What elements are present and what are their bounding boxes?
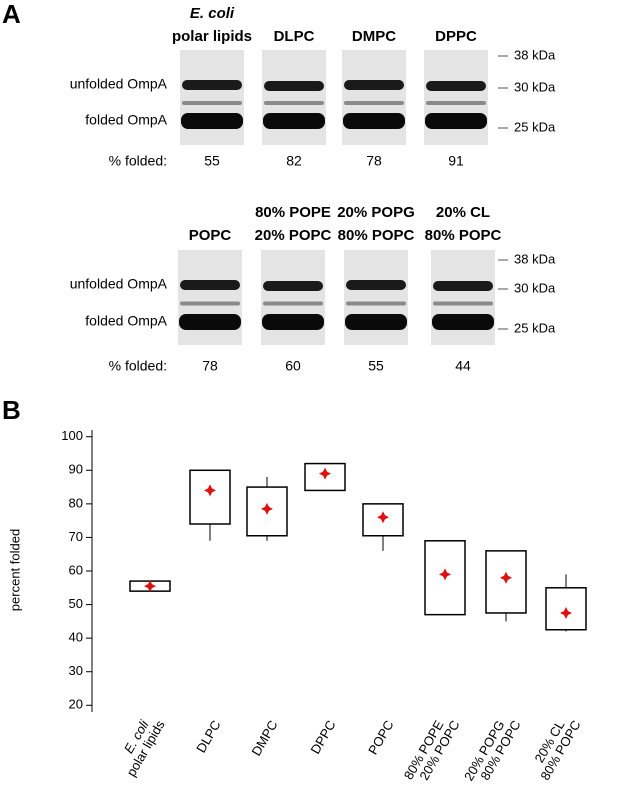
gel-lane (342, 50, 406, 145)
mean-marker (439, 568, 451, 581)
lane-header: DMPC (352, 28, 396, 45)
lane-header: 80% POPC (425, 227, 502, 244)
mean-marker (377, 511, 389, 524)
band-unfolded (426, 81, 486, 91)
gel-lane (262, 50, 326, 145)
band-label: folded OmpA (85, 313, 167, 329)
gel-lane (180, 50, 244, 145)
percent-folded: 78 (366, 153, 382, 169)
band-minor (263, 301, 323, 306)
percent-folded: 82 (286, 153, 302, 169)
band-minor (182, 101, 242, 105)
mean-marker (560, 606, 572, 619)
lane-header: E. coli (190, 5, 235, 22)
box (424, 540, 466, 616)
band-folded (432, 314, 494, 330)
y-tick-label: 80 (69, 495, 83, 510)
marker-label: 38 kDa (514, 251, 556, 266)
lane-header: 80% POPC (338, 227, 415, 244)
band-folded (343, 113, 405, 129)
lane-header: 20% CL (436, 204, 490, 221)
gel-lane (261, 250, 325, 345)
percent-folded: 55 (204, 153, 220, 169)
percent-folded: 55 (368, 358, 384, 374)
y-tick-label: 20 (69, 697, 83, 712)
y-tick-label: 40 (69, 630, 83, 645)
x-tick-label: POPC (365, 718, 396, 757)
lane-header: DPPC (435, 28, 477, 45)
percent-folded: 60 (285, 358, 301, 374)
mean-marker (319, 467, 331, 480)
x-tick-label: DLPC (193, 718, 223, 756)
gel-lane (178, 250, 242, 345)
marker-label: 38 kDa (514, 47, 556, 62)
y-tick-label: 30 (69, 663, 83, 678)
band-minor (344, 101, 404, 105)
band-folded (345, 314, 407, 330)
box (362, 503, 404, 537)
percent-folded: 91 (448, 153, 464, 169)
band-folded (425, 113, 487, 129)
band-minor (346, 301, 406, 306)
band-folded (181, 113, 243, 129)
band-minor (433, 301, 493, 306)
marker-label: 25 kDa (514, 119, 556, 134)
band-unfolded (346, 280, 406, 290)
band-minor (264, 101, 324, 105)
box (189, 469, 231, 525)
lane-header: polar lipids (172, 28, 252, 45)
band-minor (426, 101, 486, 105)
gel-lane (344, 250, 408, 345)
box (246, 486, 288, 537)
gel-lane (431, 250, 495, 345)
y-tick-label: 50 (69, 596, 83, 611)
band-label: folded OmpA (85, 112, 167, 128)
gel-lane (424, 50, 488, 145)
band-unfolded (344, 80, 404, 90)
y-tick-label: 70 (69, 529, 83, 544)
band-minor (180, 301, 240, 306)
band-folded (179, 314, 241, 330)
band-unfolded (180, 280, 240, 290)
marker-label: 25 kDa (514, 320, 556, 335)
lane-header: 20% POPC (255, 227, 332, 244)
band-folded (262, 314, 324, 330)
x-tick-label: DMPC (248, 718, 280, 759)
band-folded (263, 113, 325, 129)
mean-marker (204, 484, 216, 497)
y-tick-label: 60 (69, 562, 83, 577)
band-unfolded (264, 81, 324, 91)
marker-label: 30 kDa (514, 280, 556, 295)
x-tick-label: DPPC (308, 718, 339, 757)
band-label: unfolded OmpA (70, 276, 168, 292)
y-tick-label: 100 (61, 428, 83, 443)
percent-folded: 44 (455, 358, 471, 374)
lane-header: DLPC (274, 28, 315, 45)
box (304, 462, 346, 492)
mean-marker (144, 580, 156, 593)
lane-header: 20% POPG (337, 204, 415, 221)
band-label: unfolded OmpA (70, 76, 168, 92)
mean-marker (500, 571, 512, 584)
percent-folded: 78 (202, 358, 218, 374)
mean-marker (261, 502, 273, 515)
lane-header: 80% POPE (255, 204, 331, 221)
folded-label: % folded: (109, 153, 167, 169)
panel-label: A (2, 0, 21, 29)
box (485, 550, 527, 614)
band-unfolded (263, 281, 323, 291)
y-axis-label: percent folded (7, 529, 22, 611)
y-tick-label: 90 (69, 462, 83, 477)
panel-label: B (2, 395, 21, 425)
marker-label: 30 kDa (514, 79, 556, 94)
band-unfolded (433, 281, 493, 291)
band-unfolded (182, 80, 242, 90)
lane-header: POPC (189, 227, 232, 244)
folded-label: % folded: (109, 358, 167, 374)
box (545, 587, 587, 631)
